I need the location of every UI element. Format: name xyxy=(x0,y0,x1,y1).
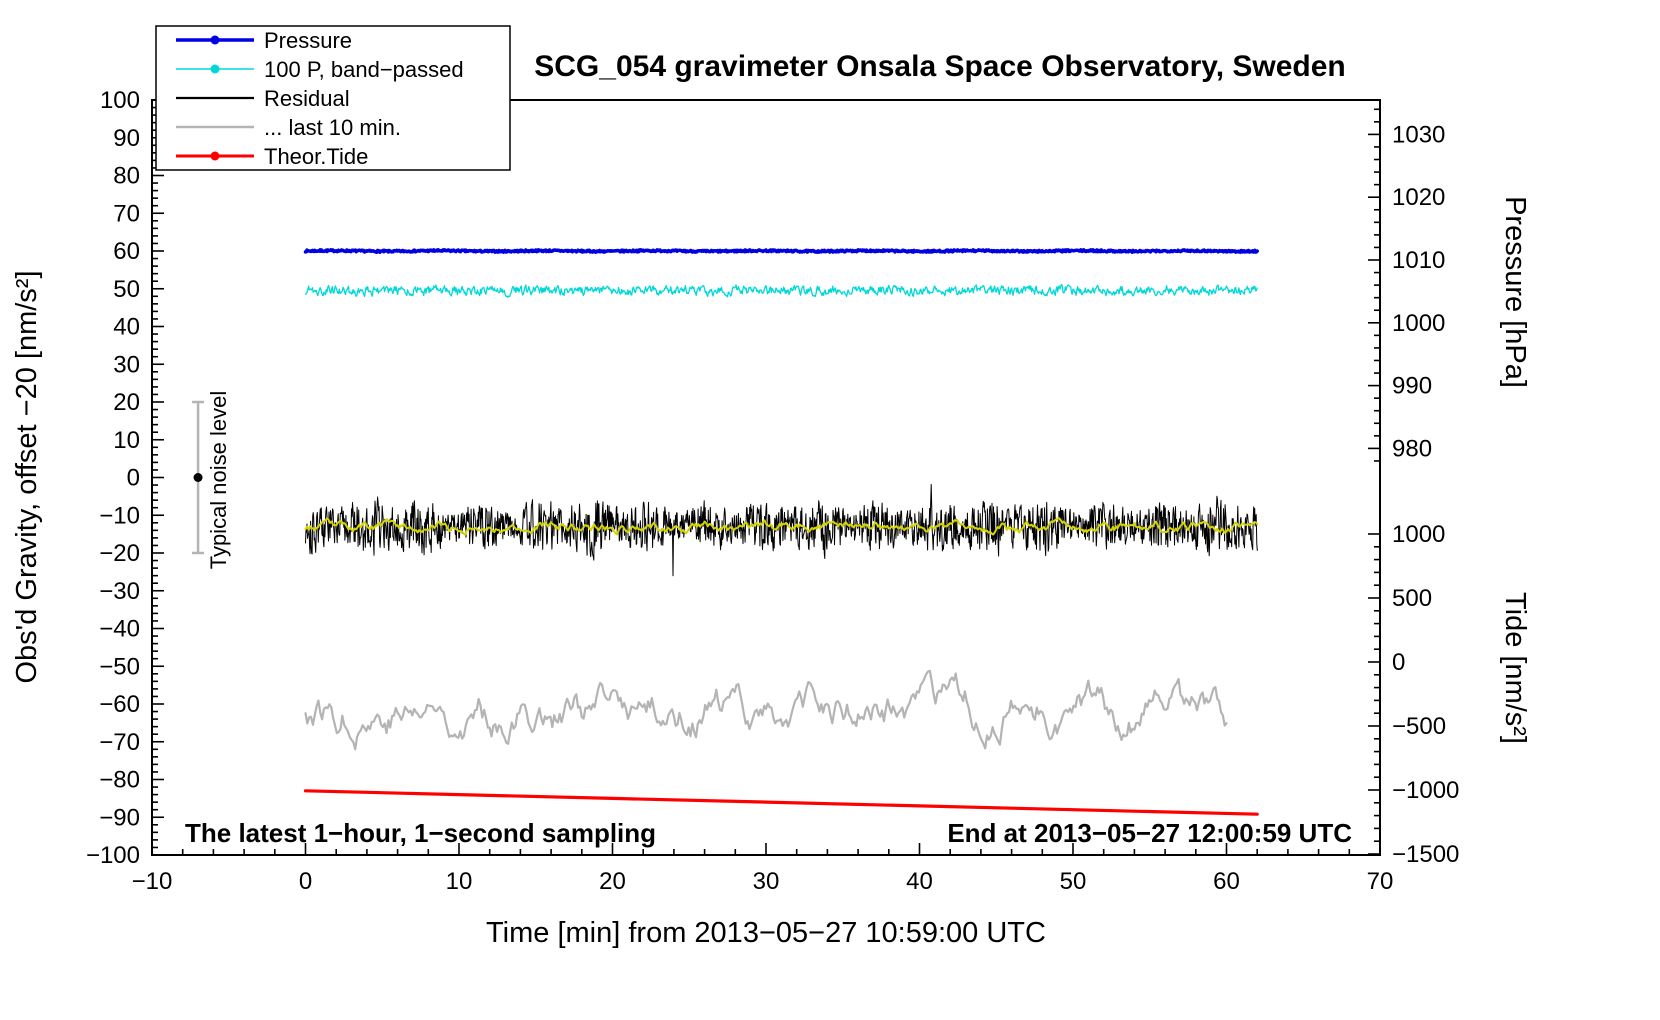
series-theor-tide xyxy=(303,789,1259,816)
left-tick-label: −50 xyxy=(99,653,140,680)
tide-tick-label: 0 xyxy=(1392,649,1405,676)
left-tick-label: 50 xyxy=(113,276,140,303)
axes-layer: −10 0 10 20 30 40 50 60 70−100−90−80−70−60−50−40… xyxy=(86,87,1459,895)
x-tick-label: 60 xyxy=(1213,868,1240,895)
legend-label: Theor.Tide xyxy=(264,144,368,169)
x-axis-title: Time [min] from 2013−05−27 10:59:00 UTC xyxy=(486,917,1046,949)
left-tick-label: 90 xyxy=(113,125,140,152)
x-tick-label: 0 xyxy=(299,868,312,895)
left-tick-label: −40 xyxy=(99,616,140,643)
pressure-tick-label: 1020 xyxy=(1392,184,1445,211)
x-tick-label: −10 xyxy=(132,868,173,895)
left-axis-title: Obs'd Gravity, offset −20 [nm/s²] xyxy=(11,270,43,683)
left-tick-label: 20 xyxy=(113,389,140,416)
left-tick-label: −20 xyxy=(99,540,140,567)
sampling-note: The latest 1−hour, 1−second sampling xyxy=(185,818,656,848)
x-tick-label: 40 xyxy=(906,868,933,895)
series-layer xyxy=(303,248,1259,816)
left-tick-label: 40 xyxy=(113,314,140,341)
left-tick-label: −90 xyxy=(99,804,140,831)
tide-axis-title: Tide [nm/s²] xyxy=(1499,592,1531,744)
legend-item-100-p-band-passed: 100 P, band−passed xyxy=(176,57,464,82)
pressure-tick-label: 1010 xyxy=(1392,247,1445,274)
x-tick-label: 70 xyxy=(1367,868,1394,895)
left-tick-label: 10 xyxy=(113,427,140,454)
pressure-axis-title: Pressure [hPa] xyxy=(1499,196,1531,388)
left-tick-label: −80 xyxy=(99,767,140,794)
legend-label: 100 P, band−passed xyxy=(264,57,464,82)
series-residual-low-pass-yellow-overlay xyxy=(304,517,1259,536)
pressure-tick-label: 1000 xyxy=(1392,310,1445,337)
pressure-tick-label: 1030 xyxy=(1392,121,1445,148)
pressure-tick-label: 980 xyxy=(1392,435,1432,462)
legend-dot-marker xyxy=(210,64,220,74)
legend-item-theor-tide: Theor.Tide xyxy=(176,144,368,169)
left-tick-label: −70 xyxy=(99,729,140,756)
left-tick-label: −30 xyxy=(99,578,140,605)
plot-frame xyxy=(151,99,1381,856)
tide-tick-label: 500 xyxy=(1392,585,1432,612)
chart-title: SCG_054 gravimeter Onsala Space Observat… xyxy=(534,50,1346,83)
series-100-p-band-passed xyxy=(304,283,1258,298)
legend-dot-marker xyxy=(210,151,220,161)
tide-tick-label: −1000 xyxy=(1392,777,1459,804)
legend-item-last-10-min: ... last 10 min. xyxy=(176,115,401,140)
x-tick-label: 10 xyxy=(446,868,473,895)
series-last-10-min xyxy=(304,669,1228,751)
left-tick-label: 60 xyxy=(113,238,140,265)
tide-tick-label: −500 xyxy=(1392,713,1446,740)
left-tick-label: 30 xyxy=(113,351,140,378)
x-tick-label: 30 xyxy=(753,868,780,895)
legend-items: Pressure 100 P, band−passed Residual ... la… xyxy=(176,28,464,169)
tide-tick-label: −1500 xyxy=(1392,841,1459,868)
end-note: End at 2013−05−27 12:00:59 UTC xyxy=(947,818,1352,848)
legend-item-residual: Residual xyxy=(176,86,350,111)
legend-label: Pressure xyxy=(264,28,352,53)
left-tick-label: 100 xyxy=(100,87,140,114)
legend-label: ... last 10 min. xyxy=(264,115,401,140)
series-pressure xyxy=(303,248,1259,254)
tide-tick-label: 1000 xyxy=(1392,521,1445,548)
left-tick-label: −60 xyxy=(99,691,140,718)
legend-item-pressure: Pressure xyxy=(176,28,352,53)
left-tick-label: −10 xyxy=(99,502,140,529)
pressure-tick-label: 990 xyxy=(1392,373,1432,400)
noise-marker-label: Typical noise level xyxy=(206,391,231,570)
noise-marker xyxy=(192,400,205,555)
x-tick-label: 20 xyxy=(599,868,626,895)
series-residual xyxy=(305,484,1258,577)
left-tick-label: 0 xyxy=(127,465,140,492)
noise-dot xyxy=(193,473,203,482)
left-tick-label: −100 xyxy=(86,842,140,869)
left-tick-label: 80 xyxy=(113,163,140,190)
legend-dot-marker xyxy=(210,35,220,45)
legend-label: Residual xyxy=(264,86,350,111)
left-tick-label: 70 xyxy=(113,200,140,227)
x-tick-label: 50 xyxy=(1060,868,1087,895)
